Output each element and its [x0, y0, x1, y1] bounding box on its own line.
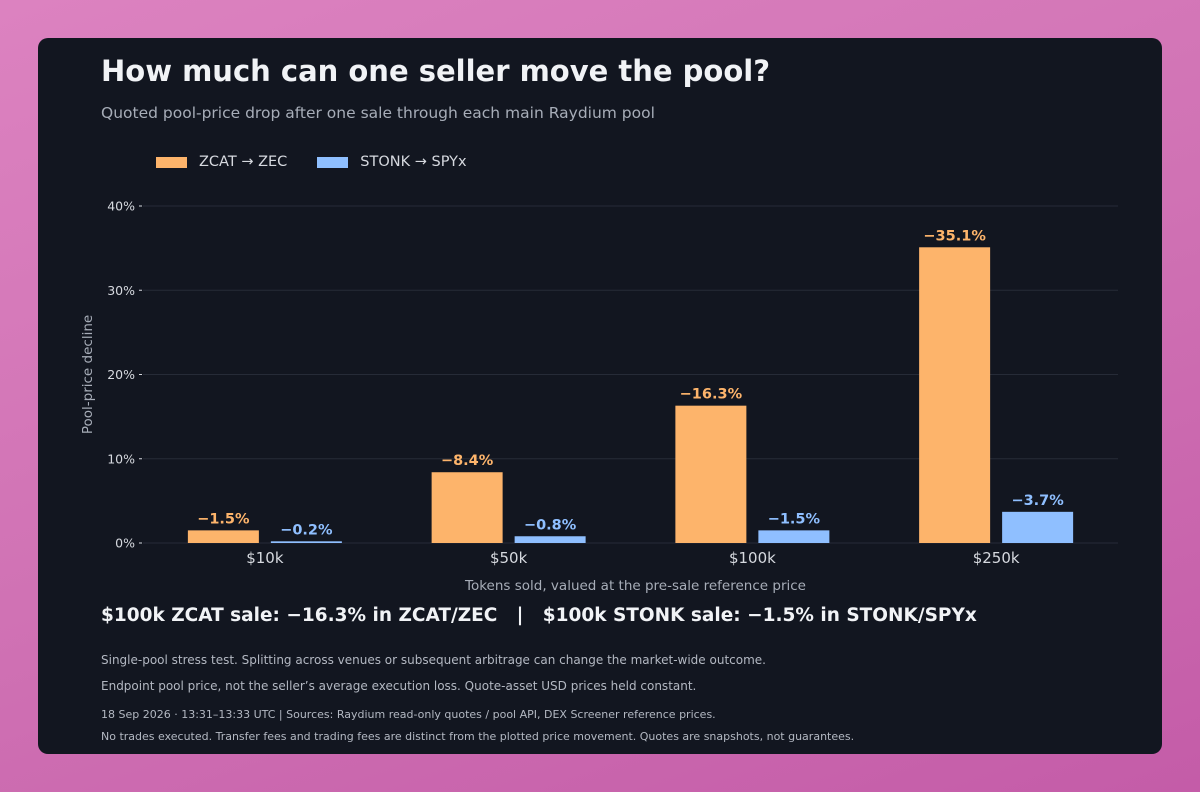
x-axis-label: Tokens sold, valued at the pre-sale refe… — [464, 578, 806, 594]
bar-stonk — [270, 541, 342, 543]
data-label-zcat: −8.4% — [441, 453, 494, 469]
headline-summary: $100k ZCAT sale: −16.3% in ZCAT/ZEC | $1… — [101, 605, 977, 626]
note-stress-test: Single-pool stress test. Splitting acros… — [101, 653, 766, 667]
x-tick-label: $250k — [973, 549, 1020, 567]
bar-zcat — [919, 247, 991, 543]
data-label-zcat: −1.5% — [197, 511, 250, 527]
legend-label-stonk: STONK → SPYx — [360, 154, 467, 170]
data-label-zcat: −35.1% — [923, 228, 986, 244]
y-axis-label: Pool-price decline — [80, 315, 96, 434]
note-endpoint-price: Endpoint pool price, not the seller’s av… — [101, 679, 697, 693]
chart-subtitle: Quoted pool-price drop after one sale th… — [101, 104, 655, 122]
legend-swatch-zcat — [156, 156, 187, 168]
legend-swatch-stonk — [317, 156, 349, 168]
data-label-stonk: −0.8% — [524, 517, 577, 533]
footer-disclaimer: No trades executed. Transfer fees and tr… — [101, 730, 855, 743]
bar-chart: 0% 10% 20% 30% 40% −1.5% −0.2% $10k −8.4% −0.8% $5… — [80, 199, 1118, 594]
legend-item-zcat: ZCAT → ZEC — [156, 154, 287, 170]
chart-card: How much can one seller move the pool? Q… — [38, 38, 1162, 754]
data-label-zcat: −16.3% — [680, 387, 743, 403]
legend-label-zcat: ZCAT → ZEC — [199, 154, 288, 170]
x-tick-label: $10k — [246, 549, 284, 567]
data-label-stonk: −1.5% — [768, 511, 821, 527]
legend: ZCAT → ZEC STONK → SPYx — [156, 154, 467, 170]
y-tick-label: 0% — [115, 536, 135, 551]
x-tick-label: $50k — [490, 549, 528, 567]
y-tick-label: 30% — [107, 283, 135, 298]
legend-item-stonk: STONK → SPYx — [317, 154, 467, 170]
chart-title: How much can one seller move the pool? — [101, 54, 771, 88]
x-tick-label: $100k — [729, 549, 776, 567]
footer-sources: 18 Sep 2026 · 13:31–13:33 UTC | Sources:… — [101, 708, 716, 721]
bar-zcat — [187, 530, 259, 543]
y-tick-label: 20% — [107, 367, 135, 382]
bar-zcat — [675, 405, 747, 543]
bar-stonk — [1002, 511, 1074, 543]
y-tick-label: 10% — [107, 451, 135, 466]
data-label-stonk: −3.7% — [1011, 493, 1064, 509]
bar-stonk — [514, 536, 586, 543]
bar-stonk — [758, 530, 830, 543]
data-label-stonk: −0.2% — [280, 522, 333, 538]
bar-zcat — [431, 472, 503, 543]
y-tick-label: 40% — [107, 199, 135, 214]
